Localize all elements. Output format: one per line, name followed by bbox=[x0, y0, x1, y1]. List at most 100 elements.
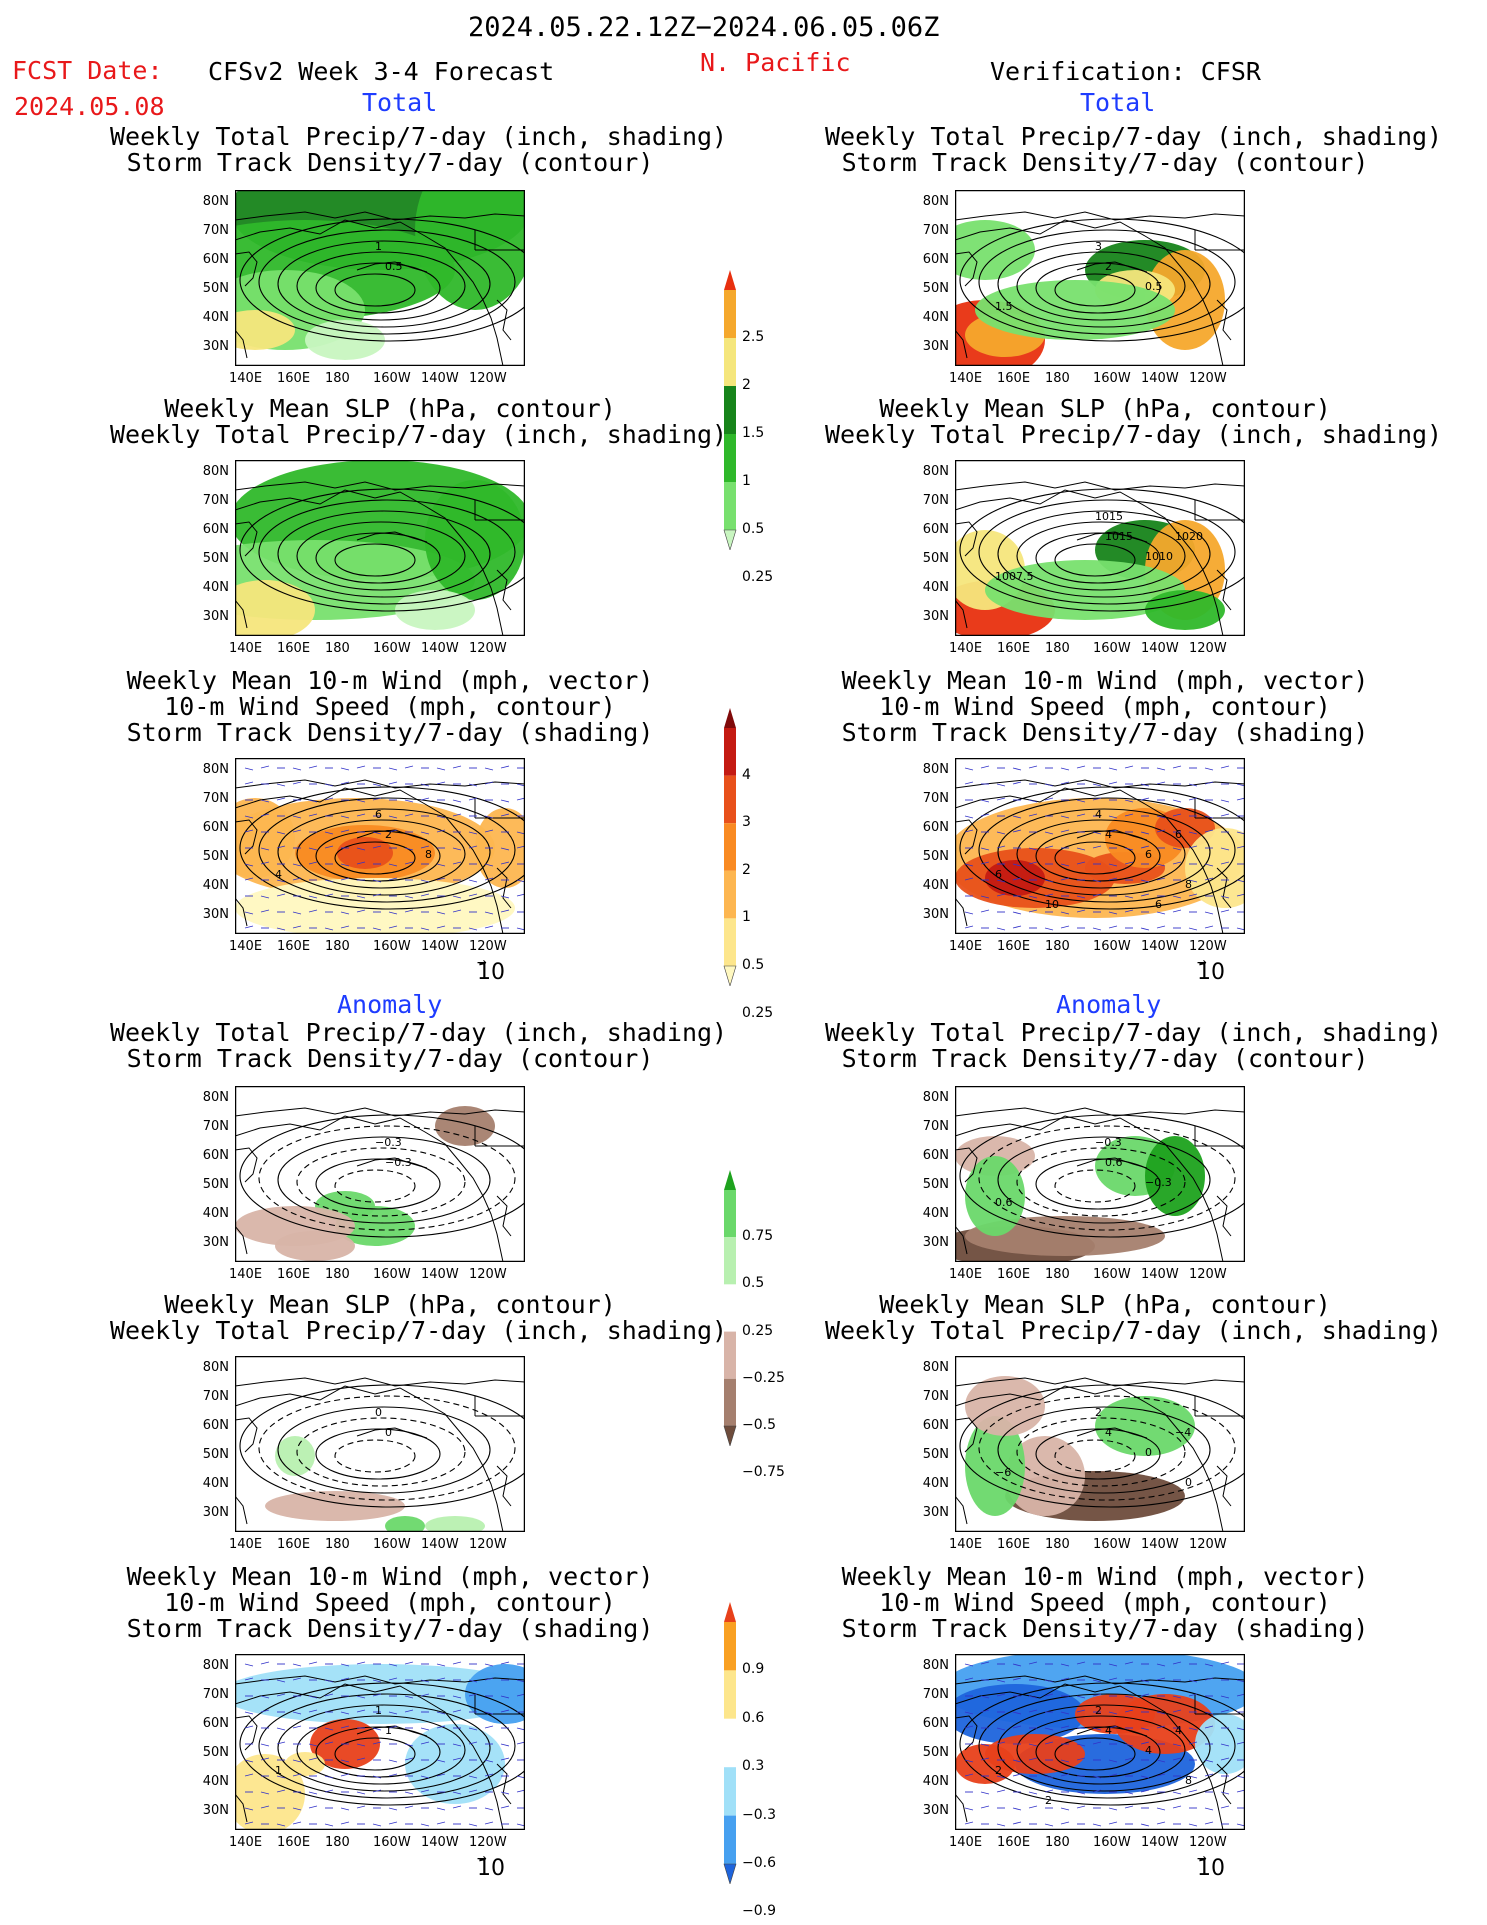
lon-tick-label: 160E bbox=[997, 939, 1031, 954]
coastline bbox=[1216, 1763, 1232, 1805]
wind-vector bbox=[388, 767, 398, 771]
wind-vector bbox=[1060, 1677, 1070, 1681]
wind-vector bbox=[244, 767, 254, 771]
lon-tick-label: 140W bbox=[421, 641, 459, 656]
wind-vector bbox=[452, 1743, 462, 1747]
lat-tick-label: 60N bbox=[202, 1418, 229, 1433]
contour-label: 0 bbox=[1145, 1446, 1152, 1459]
wind-vector bbox=[244, 1773, 254, 1777]
lat-tick-label: 70N bbox=[202, 493, 229, 508]
lon-tick-label: 180 bbox=[325, 1537, 350, 1552]
colorbar-label: 0.5 bbox=[742, 521, 765, 537]
panel-title-line: Weekly Total Precip/7-day (inch, shading… bbox=[825, 420, 1443, 449]
lat-tick-label: 40N bbox=[922, 1476, 949, 1491]
coastline bbox=[474, 500, 525, 521]
lat-tick-label: 80N bbox=[202, 1090, 229, 1105]
wind-vector bbox=[964, 1711, 974, 1715]
lat-tick-label: 50N bbox=[202, 281, 229, 296]
wind-vector bbox=[1188, 927, 1198, 931]
wind-vector bbox=[1204, 925, 1214, 929]
colorbar-segment bbox=[724, 1378, 736, 1426]
coastline bbox=[474, 1396, 525, 1417]
coastline bbox=[955, 251, 978, 287]
wind-vector bbox=[964, 767, 974, 771]
contour-line bbox=[258, 1125, 516, 1231]
coastline bbox=[496, 1465, 512, 1507]
wind-vector bbox=[1124, 1757, 1134, 1761]
wind-vector bbox=[388, 829, 398, 833]
wind-vector bbox=[516, 1741, 525, 1745]
wind-vector bbox=[964, 1663, 974, 1667]
coastline bbox=[1194, 500, 1245, 521]
wind-vector bbox=[292, 911, 302, 915]
lon-tick-label: 160E bbox=[277, 641, 311, 656]
lon-tick-label: 120W bbox=[469, 371, 507, 386]
wind-vector bbox=[516, 927, 525, 931]
wind-vector bbox=[372, 1741, 382, 1745]
wind-vector bbox=[1124, 1661, 1134, 1665]
wind-vector bbox=[324, 879, 334, 883]
wind-vector bbox=[260, 861, 270, 865]
colorbar-segment bbox=[724, 270, 736, 290]
shading-region bbox=[1115, 1694, 1215, 1754]
coastline bbox=[496, 1195, 512, 1237]
lat-tick-label: 60N bbox=[202, 252, 229, 267]
wind-vector bbox=[1028, 1661, 1038, 1665]
wind-vector bbox=[468, 879, 478, 883]
wind-vector bbox=[1124, 1743, 1134, 1747]
vector-reference: 10 bbox=[477, 960, 505, 985]
wind-vector bbox=[1028, 1743, 1038, 1747]
shading-region bbox=[235, 878, 515, 934]
colorbar-segment bbox=[724, 1284, 736, 1332]
lon-tick-label: 160W bbox=[1093, 1835, 1131, 1850]
wind-vector bbox=[1204, 877, 1214, 881]
wind-vector bbox=[1140, 893, 1150, 897]
coastline bbox=[1076, 1157, 1148, 1169]
lat-tick-label: 80N bbox=[202, 1360, 229, 1375]
contour-line bbox=[277, 510, 491, 598]
fcst-date-label: FCST Date: bbox=[12, 56, 163, 85]
colorbar-segment bbox=[724, 338, 736, 386]
wind-vector bbox=[1236, 845, 1245, 849]
wind-vector bbox=[356, 765, 366, 769]
contour-line bbox=[997, 240, 1211, 328]
lat-tick-label: 70N bbox=[202, 1119, 229, 1134]
wind-vector bbox=[1220, 909, 1230, 913]
wind-vector bbox=[308, 847, 318, 851]
region-title: N. Pacific bbox=[700, 48, 851, 77]
coastline bbox=[496, 569, 512, 611]
panel-title-line: Weekly Mean 10-m Wind (mph, vector) bbox=[126, 1562, 654, 1591]
wind-vector bbox=[436, 767, 446, 771]
wind-vector bbox=[1092, 783, 1102, 787]
wind-vector bbox=[244, 781, 254, 785]
wind-vector bbox=[1012, 815, 1022, 819]
wind-vector bbox=[244, 1807, 254, 1811]
wind-vector bbox=[964, 1677, 974, 1681]
wind-vector bbox=[980, 895, 990, 899]
colorbar-label: 2 bbox=[742, 861, 751, 878]
vector-reference-arrow: → bbox=[1197, 1848, 1207, 1867]
wind-vector bbox=[1092, 1775, 1102, 1779]
wind-vector bbox=[1188, 893, 1198, 897]
wind-vector bbox=[1012, 1663, 1022, 1667]
colorbar-segment bbox=[724, 1331, 736, 1379]
wind-vector bbox=[324, 783, 334, 787]
panel-title-line: 10-m Wind Speed (mph, contour) bbox=[879, 692, 1331, 721]
wind-vector bbox=[1044, 1679, 1054, 1683]
wind-vector bbox=[1108, 1821, 1118, 1825]
wind-vector bbox=[260, 909, 270, 913]
coastline bbox=[235, 211, 525, 221]
contour-line bbox=[296, 1715, 466, 1785]
wind-vector bbox=[244, 829, 254, 833]
contour-label: 8 bbox=[1185, 878, 1192, 891]
wind-vector bbox=[1220, 1791, 1230, 1795]
contour-label: 2 bbox=[1095, 1406, 1102, 1419]
section-anomaly-forecast: Anomaly bbox=[337, 990, 443, 1019]
wind-vector bbox=[388, 1759, 398, 1763]
wind-vector bbox=[308, 799, 318, 803]
lon-tick-label: 180 bbox=[325, 939, 350, 954]
vector-reference-arrow: → bbox=[477, 1848, 487, 1867]
wind-vector bbox=[436, 1725, 446, 1729]
lon-tick-label: 140W bbox=[1141, 641, 1179, 656]
